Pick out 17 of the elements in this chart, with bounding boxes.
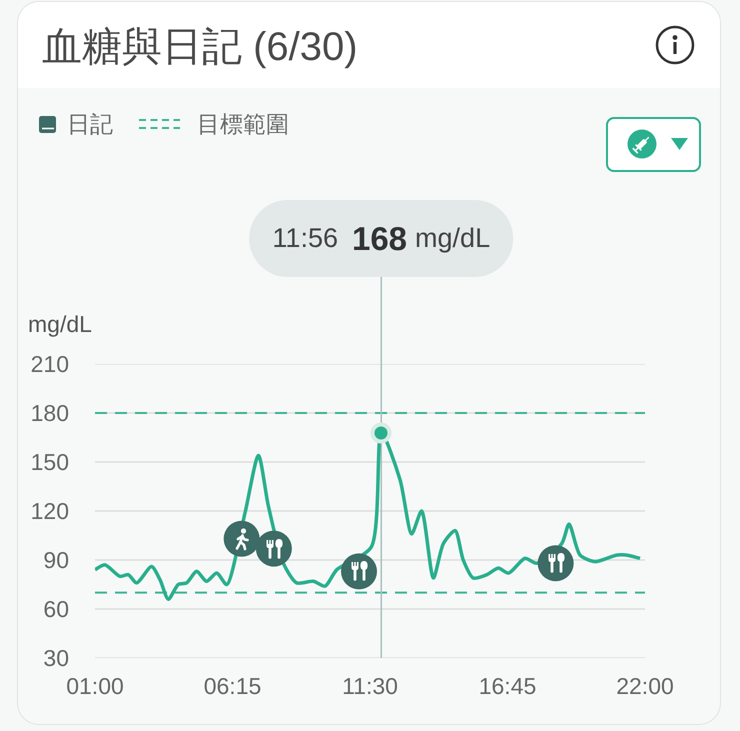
y-axis-title: mg/dL [28,311,92,338]
chart-title: 血糖與日記 (6/30) [42,24,358,70]
legend-label: 目標範圍 [197,110,289,138]
x-tick-label: 01:00 [66,673,124,699]
x-tick-label: 11:30 [342,673,398,699]
legend-label: 日記 [67,110,113,138]
text: 11:56 168 mg/dL [272,220,490,258]
y-tick-label: 60 [43,596,69,622]
y-tick-label: 210 [30,351,69,378]
x-tick-label: 06:15 [204,673,262,699]
x-tick-label: 16:45 [478,673,536,699]
y-tick-label: 120 [30,498,69,524]
y-tick-label: 90 [43,547,69,574]
y-tick-label: 180 [30,400,69,426]
x-tick-label: 22:00 [616,673,674,699]
y-tick-label: 150 [30,449,69,476]
y-tick-label: 30 [43,645,69,672]
